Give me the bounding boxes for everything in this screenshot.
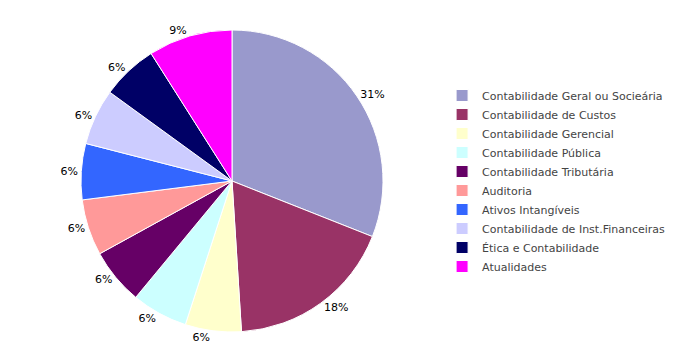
- svg-text:Ética e Contabilidade: Ética e Contabilidade: [482, 242, 599, 255]
- svg-text:Contabilidade Geral ou Socieár: Contabilidade Geral ou Socieária: [482, 90, 663, 103]
- svg-text:Atualidades: Atualidades: [482, 261, 547, 274]
- svg-text:Auditoria: Auditoria: [482, 185, 532, 198]
- svg-text:6%: 6%: [75, 109, 92, 122]
- svg-text:31%: 31%: [360, 88, 384, 101]
- svg-text:Contabilidade Tributária: Contabilidade Tributária: [482, 166, 614, 179]
- svg-text:Ativos Intangíveis: Ativos Intangíveis: [482, 204, 580, 217]
- svg-text:9%: 9%: [169, 24, 186, 37]
- svg-text:Contabilidade de Custos: Contabilidade de Custos: [482, 109, 616, 122]
- svg-text:6%: 6%: [108, 61, 125, 74]
- svg-text:Contabilidade de Inst.Financei: Contabilidade de Inst.Financeiras: [482, 223, 665, 236]
- svg-text:Contabilidade Gerencial: Contabilidade Gerencial: [482, 128, 614, 141]
- svg-text:6%: 6%: [95, 273, 112, 286]
- svg-text:6%: 6%: [192, 331, 209, 344]
- svg-text:18%: 18%: [324, 301, 348, 314]
- svg-text:Contabilidade Pública: Contabilidade Pública: [482, 147, 601, 160]
- svg-text:6%: 6%: [139, 312, 156, 325]
- svg-text:6%: 6%: [61, 165, 78, 178]
- svg-text:6%: 6%: [68, 222, 85, 235]
